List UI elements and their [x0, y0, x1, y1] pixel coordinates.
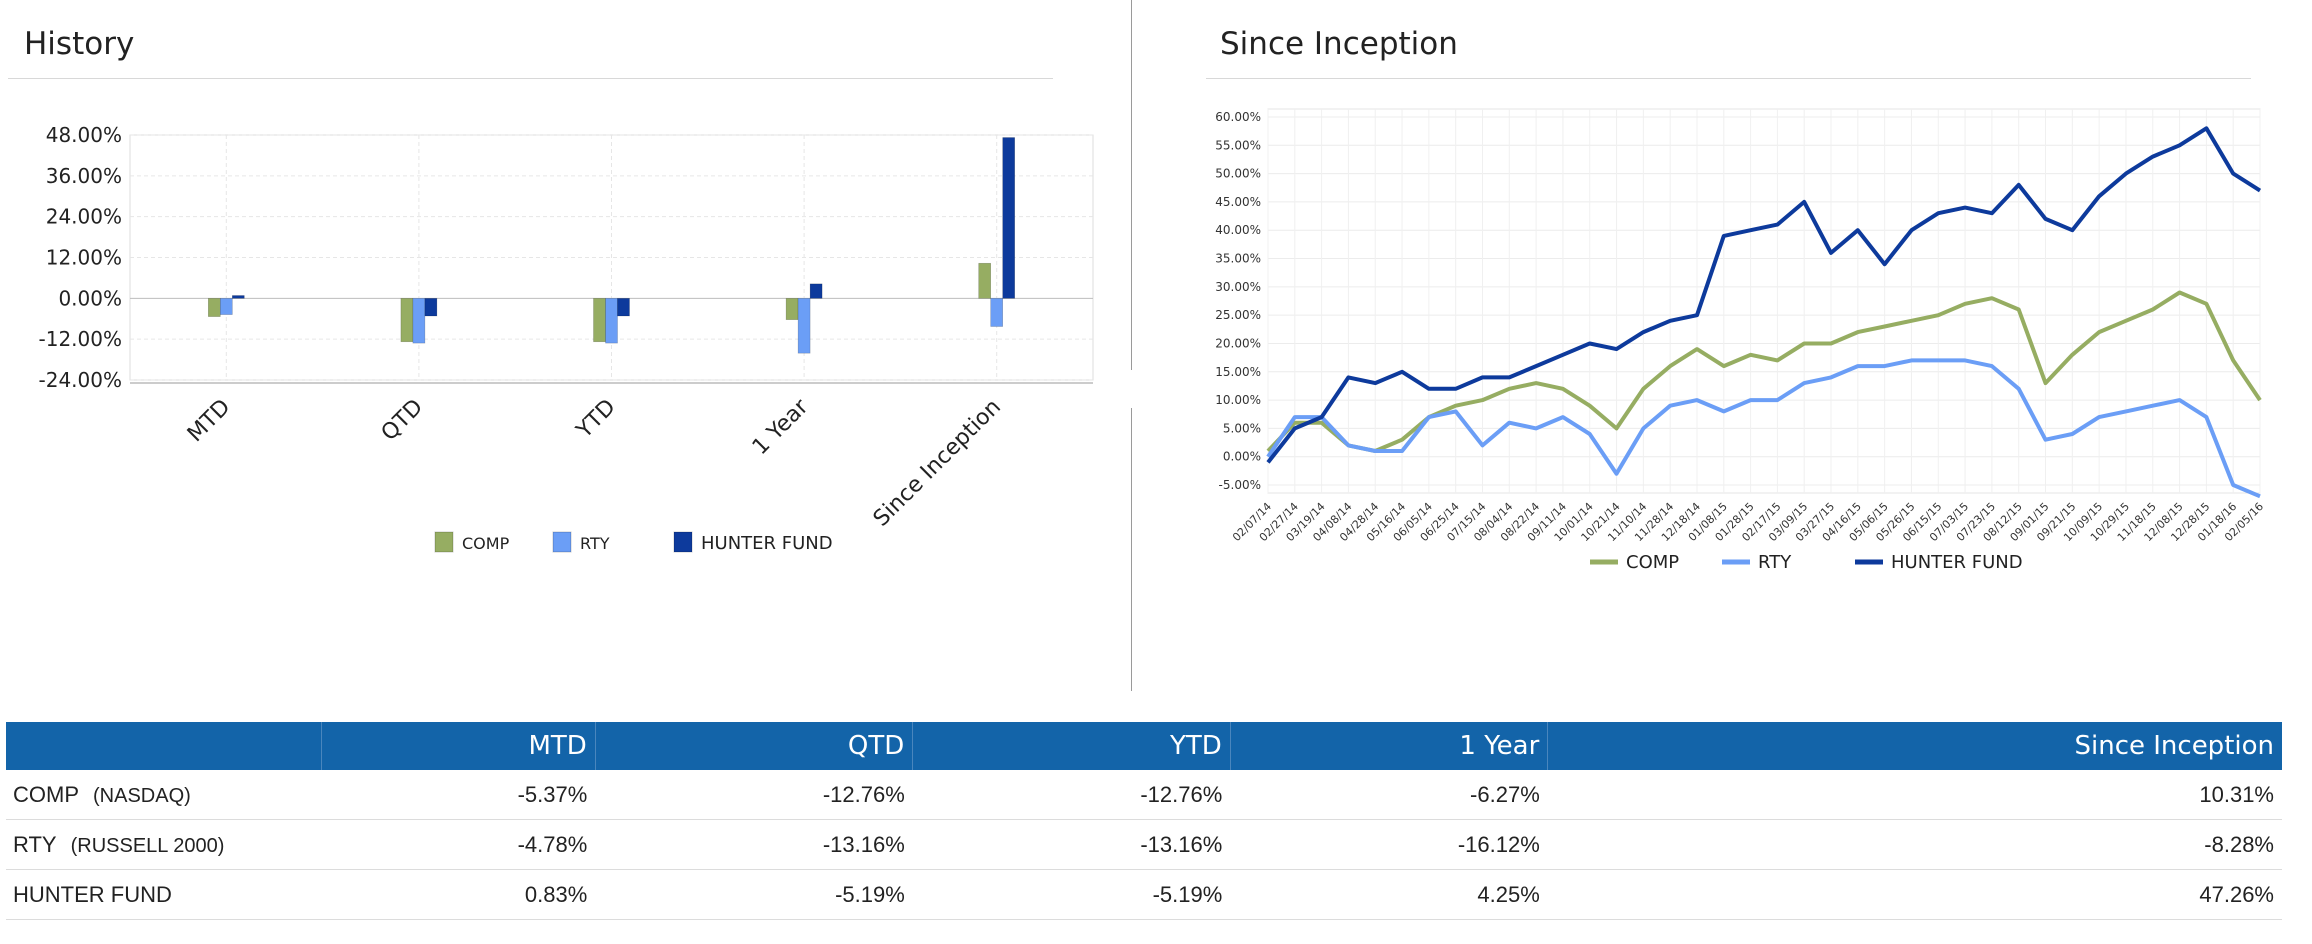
table-cell: -16.12% [1230, 819, 1548, 870]
bar [990, 298, 1004, 327]
y-tick-label: 20.00% [1215, 336, 1261, 350]
table-cell: -4.78% [321, 819, 596, 870]
y-tick-label: 36.00% [46, 164, 122, 188]
y-tick-label: 5.00% [1223, 421, 1261, 435]
y-tick-label: 0.00% [58, 286, 122, 310]
plot-area [1267, 108, 2261, 494]
y-tick-label: 12.00% [46, 246, 122, 270]
panel-divider-bottom [1131, 408, 1132, 691]
bar [785, 298, 799, 320]
table-header-cell [6, 722, 321, 770]
history-title-rule [8, 78, 1053, 79]
table-cell: -13.16% [912, 819, 1231, 870]
table-header-cell: YTD [912, 722, 1231, 770]
y-tick-label: -24.00% [39, 368, 122, 392]
y-tick-label: 50.00% [1215, 167, 1261, 181]
table-cell: -13.16% [595, 819, 913, 870]
table-row: COMP (NASDAQ) -5.37% -12.76% -12.76% -6.2… [6, 770, 2282, 820]
row-name: HUNTER FUND [13, 881, 172, 907]
table-row: HUNTER FUND 0.83% -5.19% -5.19% 4.25% 47… [6, 869, 2282, 920]
table-header-cell: Since Inception [1547, 722, 2282, 770]
y-tick-label: 60.00% [1215, 110, 1261, 124]
row-name: COMP [13, 781, 79, 807]
series-line [1266, 358, 2261, 499]
table-row: RTY (RUSSELL 2000) -4.78% -13.16% -13.16%… [6, 819, 2282, 870]
row-label: RTY (RUSSELL 2000) [6, 819, 321, 870]
table-header-cell: 1 Year [1229, 722, 1548, 770]
x-tick-label: YTD [571, 395, 620, 444]
row-subname: (NASDAQ) [93, 784, 191, 807]
panel-divider-top [1131, 0, 1132, 370]
inception-title-rule [1206, 78, 2251, 79]
series-line [1266, 126, 2262, 464]
x-tick-label: Since Inception [869, 395, 1006, 532]
y-tick-label: 0.00% [1223, 450, 1261, 464]
y-tick-label: 24.00% [46, 205, 122, 229]
table-cell: -5.19% [912, 869, 1231, 920]
legend-label: COMP [462, 534, 510, 553]
row-subname: (RUSSELL 2000) [70, 834, 225, 857]
bar [978, 262, 992, 299]
y-tick-label: -5.00% [1219, 478, 1261, 492]
bar [412, 298, 426, 344]
legend-swatch [673, 531, 693, 553]
bar [797, 298, 811, 354]
legend-label: HUNTER FUND [701, 533, 833, 554]
y-tick-label: 30.00% [1215, 280, 1261, 294]
y-tick-label: 15.00% [1215, 365, 1261, 379]
row-name: RTY [13, 831, 57, 857]
legend-label: HUNTER FUND [1891, 552, 2023, 573]
bar [232, 295, 245, 299]
table-cell: -5.19% [595, 869, 913, 920]
bar [1002, 137, 1016, 299]
y-tick-label: -12.00% [39, 327, 122, 351]
table-cell: -12.76% [595, 770, 913, 820]
table-header-cell: MTD [320, 722, 596, 770]
legend-label: RTY [580, 534, 610, 553]
legend-swatch [552, 531, 572, 553]
y-tick-label: 55.00% [1215, 138, 1261, 152]
x-tick-label: MTD [183, 395, 236, 448]
row-label: COMP (NASDAQ) [6, 770, 321, 820]
y-tick-label: 48.00% [46, 123, 122, 147]
bar [220, 298, 233, 315]
y-tick-label: 45.00% [1215, 195, 1261, 209]
bar [424, 298, 438, 317]
x-tick-label: QTD [377, 395, 428, 446]
history-bar-chart: 48.00% 36.00% 24.00% 12.00% 0.00% -12.00% -24.… [39, 123, 1094, 554]
table-cell: -6.27% [1230, 770, 1548, 820]
bar [605, 298, 618, 344]
legend-label: COMP [1626, 552, 1679, 573]
y-tick-label: 10.00% [1215, 393, 1261, 407]
inception-title: Since Inception [1220, 26, 1458, 62]
table-cell: 4.25% [1230, 869, 1548, 920]
y-tick-label: 35.00% [1215, 252, 1261, 266]
bar [208, 298, 221, 317]
legend-swatch [434, 531, 454, 553]
row-label: HUNTER FUND [6, 869, 321, 920]
bar [809, 283, 823, 299]
history-title: History [24, 26, 135, 62]
bar [593, 298, 606, 343]
table-cell: -8.28% [1547, 819, 2282, 870]
bar [617, 298, 630, 317]
table-cell: 0.83% [321, 869, 596, 920]
legend-label: RTY [1758, 552, 1792, 573]
table-header-cell: QTD [594, 722, 913, 770]
table-cell: -12.76% [912, 770, 1231, 820]
table-cell: 10.31% [1547, 770, 2282, 820]
x-tick-label: 1 Year [748, 394, 814, 460]
returns-table: MTD QTD YTD 1 Year Since Inception COMP (… [6, 722, 2282, 920]
table-header-row: MTD QTD YTD 1 Year Since Inception [6, 722, 2282, 770]
table-cell: 47.26% [1547, 869, 2282, 920]
y-tick-label: 25.00% [1215, 308, 1261, 322]
y-tick-label: 40.00% [1215, 223, 1261, 237]
since-inception-line-chart: 60.00% 55.00% 50.00% 45.00% 40.00% 35.00% 30.0… [1215, 108, 2266, 573]
bar [400, 298, 414, 343]
table-cell: -5.37% [321, 770, 596, 820]
